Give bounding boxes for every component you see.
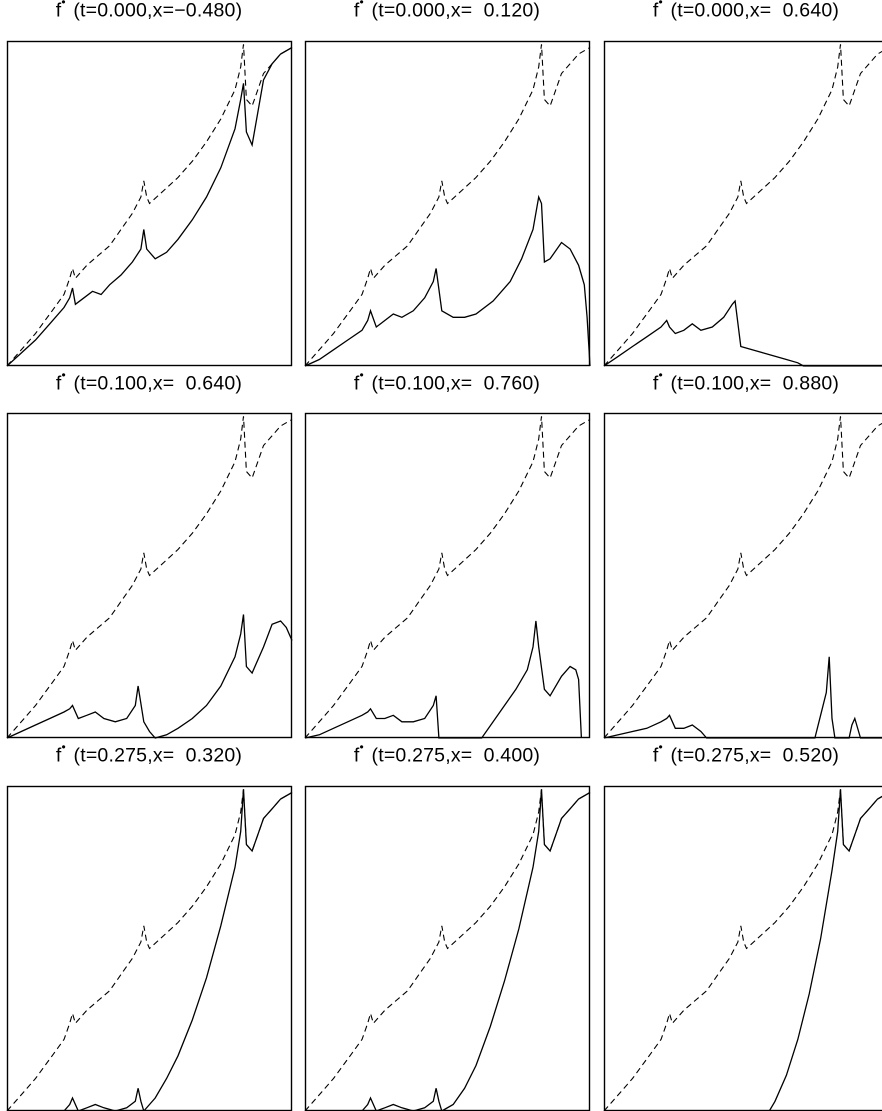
panel-title-function: f (354, 373, 360, 395)
panel-title-params: (t=0.100,x= 0.760) (372, 373, 541, 395)
plot-panel (305, 786, 590, 1111)
panel-title-superscript: • (360, 740, 364, 754)
solid-curve (305, 789, 590, 1111)
panel-title-function: f (354, 745, 360, 767)
panel-title-superscript: • (62, 740, 66, 754)
panel-title-params: (t=0.000,x= 0.640) (671, 0, 840, 22)
panel-title-superscript: • (62, 368, 66, 382)
panel-title-params: (t=0.000,x= 0.120) (372, 0, 541, 22)
reference-curve-dashed (604, 789, 882, 1111)
reference-curve-dashed (7, 416, 292, 738)
solid-curve (604, 789, 882, 1111)
panel-title-superscript: • (659, 0, 663, 9)
plot-panel (604, 41, 882, 366)
panel-title-params: (t=0.275,x= 0.520) (671, 745, 840, 767)
plot-panel (604, 786, 882, 1111)
panel-title-function: f (354, 0, 360, 22)
panel-title-params: (t=0.100,x= 0.880) (671, 373, 840, 395)
panel-title: f• (t=0.275,x= 0.520) (596, 743, 882, 768)
solid-curve (305, 621, 581, 738)
panel-title: f• (t=0.100,x= 0.640) (0, 371, 299, 396)
plot-frame (605, 787, 882, 1111)
reference-curve-dashed (604, 416, 882, 738)
panel-title-function: f (653, 373, 659, 395)
reference-curve-dashed (305, 44, 590, 366)
plot-panel (604, 413, 882, 738)
panel-title: f• (t=0.000,x=−0.480) (0, 0, 299, 23)
panel-title-function: f (56, 745, 62, 767)
panel-title-function: f (56, 373, 62, 395)
panel-title-superscript: • (360, 0, 364, 9)
panel-title-superscript: • (360, 368, 364, 382)
solid-curve (7, 615, 292, 739)
solid-curve (604, 301, 882, 366)
panel-title-params: (t=0.100,x= 0.640) (74, 373, 243, 395)
panel-title: f• (t=0.000,x= 0.640) (596, 0, 882, 23)
panel-title: f• (t=0.100,x= 0.760) (297, 371, 597, 396)
plot-panel (305, 41, 590, 366)
reference-curve-dashed (305, 416, 590, 738)
panel-title-superscript: • (659, 740, 663, 754)
panel-title: f• (t=0.275,x= 0.320) (0, 743, 299, 768)
panel-title: f• (t=0.100,x= 0.880) (596, 371, 882, 396)
solid-curve (604, 657, 882, 738)
solid-curve (305, 197, 590, 366)
figure-grid: f• (t=0.000,x=−0.480)f• (t=0.000,x= 0.12… (0, 0, 882, 1073)
panel-title-params: (t=0.000,x=−0.480) (73, 0, 242, 22)
solid-curve (7, 48, 292, 367)
plot-panel (7, 413, 292, 738)
panel-title-params: (t=0.275,x= 0.400) (372, 745, 541, 767)
plot-panel (305, 413, 590, 738)
reference-curve-dashed (7, 44, 292, 366)
reference-curve-dashed (7, 789, 292, 1111)
reference-curve-dashed (305, 789, 590, 1111)
panel-title-superscript: • (61, 0, 65, 9)
panel-title: f• (t=0.275,x= 0.400) (297, 743, 597, 768)
panel-title-superscript: • (659, 368, 663, 382)
plot-frame (605, 42, 882, 366)
plot-panel (7, 41, 292, 366)
panel-title-function: f (653, 745, 659, 767)
plot-panel (7, 786, 292, 1111)
panel-title-function: f (653, 0, 659, 22)
solid-curve (7, 789, 292, 1111)
plot-frame (605, 414, 882, 738)
panel-title-params: (t=0.275,x= 0.320) (74, 745, 243, 767)
reference-curve-dashed (604, 44, 882, 366)
panel-title: f• (t=0.000,x= 0.120) (297, 0, 597, 23)
